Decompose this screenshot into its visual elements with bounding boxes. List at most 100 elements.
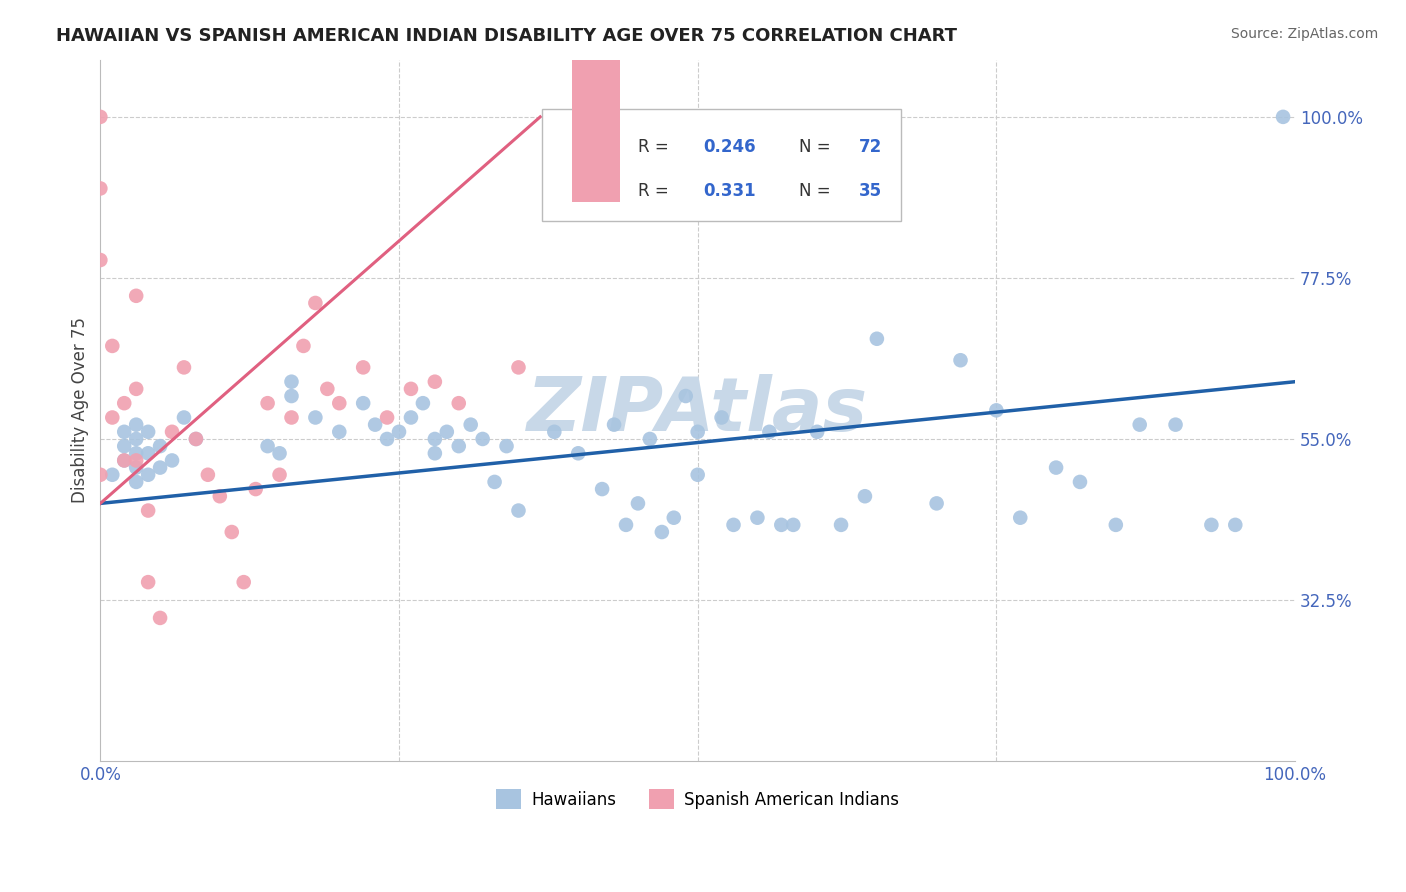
Point [208,489,231,503]
Point [662,510,685,524]
Point [112,453,135,467]
Point [125,475,148,489]
Point [136,446,159,460]
Text: R =: R = [638,182,679,201]
Point [747,510,769,524]
Point [830,517,852,532]
Point [136,575,159,590]
Point [651,524,673,539]
Point [149,439,172,453]
Point [1045,460,1067,475]
Point [316,382,339,396]
Point [782,517,804,532]
Point [125,382,148,396]
Point [89,110,111,124]
Point [1105,517,1128,532]
Point [184,432,207,446]
Point [375,410,398,425]
Point [866,332,889,346]
Point [412,396,434,410]
Point [89,253,111,268]
Point [245,482,267,496]
Point [112,439,135,453]
Point [101,410,124,425]
Point [925,496,948,510]
Point [770,517,793,532]
Text: N =: N = [799,182,837,201]
Point [508,503,530,517]
Point [160,453,183,467]
Text: ZIPAtlas: ZIPAtlas [527,374,869,447]
Point [1225,517,1247,532]
Point [591,482,613,496]
Point [328,425,350,439]
Text: Source: ZipAtlas.com: Source: ZipAtlas.com [1230,27,1378,41]
Point [436,425,458,439]
Point [495,439,517,453]
Point [256,396,278,410]
Point [352,360,374,375]
Point [567,446,589,460]
Point [853,489,876,503]
Point [89,467,111,482]
Point [423,446,446,460]
Point [1201,517,1223,532]
Bar [572,48,620,202]
Point [184,432,207,446]
Point [723,517,745,532]
Point [1010,510,1032,524]
Point [173,410,195,425]
Bar [572,4,620,158]
Point [399,410,422,425]
Point [280,375,302,389]
Point [949,353,972,368]
Point [304,410,326,425]
Point [686,425,709,439]
Point [986,403,1008,417]
Point [638,432,661,446]
Point [686,467,709,482]
Point [280,389,302,403]
Point [447,439,470,453]
Point [101,467,124,482]
Point [173,360,195,375]
Point [399,382,422,396]
Point [375,432,398,446]
Point [125,460,148,475]
Point [614,517,637,532]
Point [136,425,159,439]
Text: HAWAIIAN VS SPANISH AMERICAN INDIAN DISABILITY AGE OVER 75 CORRELATION CHART: HAWAIIAN VS SPANISH AMERICAN INDIAN DISA… [56,27,957,45]
Point [232,575,254,590]
Point [125,417,148,432]
Point [1272,110,1295,124]
Point [269,467,291,482]
Point [221,524,243,539]
Point [125,446,148,460]
Point [269,446,291,460]
Point [484,475,506,489]
Point [447,396,470,410]
Point [136,467,159,482]
Point [1069,475,1091,489]
Point [256,439,278,453]
Point [112,453,135,467]
Point [125,432,148,446]
Point [197,467,219,482]
Text: 72: 72 [859,138,882,156]
Point [388,425,411,439]
Point [710,410,733,425]
Point [328,396,350,410]
Legend: Hawaiians, Spanish American Indians: Hawaiians, Spanish American Indians [489,782,905,816]
Point [280,410,302,425]
Point [423,375,446,389]
Point [125,453,148,467]
Point [89,181,111,195]
Point [1129,417,1152,432]
Point [806,425,828,439]
Point [627,496,650,510]
Point [352,396,374,410]
Point [125,289,148,303]
Text: R =: R = [638,138,673,156]
Point [136,503,159,517]
Point [112,396,135,410]
